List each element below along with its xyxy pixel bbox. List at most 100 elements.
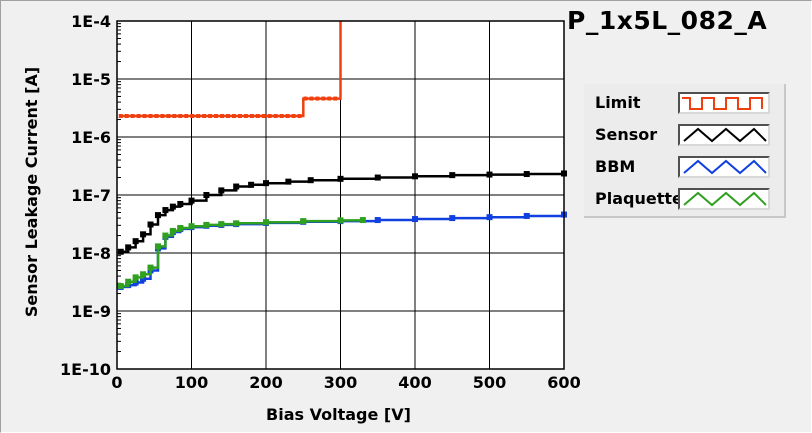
- data-point: [285, 114, 290, 119]
- y-tick-label: 1E-9: [71, 302, 111, 321]
- data-point: [117, 282, 124, 289]
- data-point: [226, 114, 231, 119]
- legend-swatch-graphic: [682, 97, 763, 110]
- legend-item-sensor[interactable]: Sensor: [584, 120, 784, 150]
- data-point: [132, 238, 139, 245]
- data-point: [140, 275, 147, 282]
- data-point: [154, 243, 161, 250]
- legend-label-bbm: BBM: [595, 157, 636, 176]
- data-point: [327, 96, 332, 101]
- data-point: [315, 96, 320, 101]
- data-point: [125, 244, 132, 251]
- legend-item-limit[interactable]: Limit: [584, 88, 784, 118]
- data-point: [169, 203, 176, 210]
- data-point: [374, 174, 381, 181]
- x-tick-label: 200: [249, 373, 282, 392]
- data-point: [218, 187, 225, 194]
- data-point: [243, 114, 248, 119]
- data-point: [231, 114, 236, 119]
- data-point: [208, 114, 213, 119]
- data-point: [321, 96, 326, 101]
- legend-swatch-bbm: [678, 156, 770, 178]
- data-point: [486, 214, 493, 221]
- legend-label-limit: Limit: [595, 93, 641, 112]
- data-point: [337, 217, 344, 224]
- data-point: [233, 220, 240, 227]
- legend-swatch-graphic: [683, 159, 767, 175]
- y-tick-label: 1E-10: [60, 360, 111, 379]
- chart-title: P_1x5L_082_A: [567, 6, 768, 35]
- series-plaquette: [117, 217, 366, 289]
- data-point: [160, 114, 165, 119]
- x-tick-label: 0: [111, 373, 122, 392]
- data-point: [255, 114, 260, 119]
- data-point: [148, 114, 153, 119]
- data-point: [140, 231, 147, 238]
- data-point: [117, 248, 124, 255]
- data-point: [523, 171, 530, 178]
- data-point: [140, 271, 147, 278]
- legend-swatch-line: [682, 97, 763, 110]
- data-point: [166, 114, 171, 119]
- data-point: [177, 224, 184, 231]
- data-point: [147, 264, 154, 271]
- x-tick-label: 600: [547, 373, 580, 392]
- legend-swatch-graphic: [683, 191, 767, 207]
- x-tick-label: 400: [398, 373, 431, 392]
- data-point: [218, 221, 225, 228]
- data-point: [184, 114, 189, 119]
- data-point: [196, 114, 201, 119]
- y-tick-label: 1E-8: [71, 244, 111, 263]
- data-point: [359, 217, 366, 224]
- data-point: [154, 114, 159, 119]
- legend-label-plaquette: Plaquette: [595, 189, 683, 208]
- x-axis-title: Bias Voltage [V]: [266, 405, 411, 424]
- data-point: [220, 114, 225, 119]
- legend-swatch-line: [683, 127, 767, 143]
- data-point: [523, 212, 530, 219]
- data-point: [249, 114, 254, 119]
- data-point: [449, 172, 456, 179]
- data-point: [248, 181, 255, 188]
- data-point: [303, 96, 308, 101]
- legend-label-sensor: Sensor: [595, 125, 658, 144]
- data-point: [233, 183, 240, 190]
- data-point: [273, 114, 278, 119]
- data-point: [124, 114, 129, 119]
- data-point: [300, 218, 307, 225]
- data-point: [203, 221, 210, 228]
- legend: Limit Sensor BBM Plaquette: [584, 84, 786, 218]
- data-point: [291, 114, 296, 119]
- x-tick-label: 100: [175, 373, 208, 392]
- y-tick-label: 1E-7: [71, 186, 111, 205]
- y-tick-label: 1E-6: [71, 128, 111, 147]
- data-point: [136, 114, 141, 119]
- data-point: [412, 216, 418, 223]
- data-point: [237, 114, 242, 119]
- data-point: [263, 219, 269, 226]
- series-line-sensor: [120, 172, 566, 254]
- data-point: [132, 274, 139, 281]
- series-sensor: [117, 170, 567, 255]
- data-point: [285, 178, 292, 185]
- data-point: [297, 114, 302, 119]
- data-point: [267, 114, 272, 119]
- legend-item-plaquette[interactable]: Plaquette: [584, 184, 784, 214]
- data-point: [162, 207, 169, 214]
- data-point: [154, 212, 161, 219]
- data-point: [188, 197, 195, 204]
- data-point: [203, 192, 210, 198]
- data-point: [118, 114, 123, 119]
- legend-swatch-plaquette: [678, 188, 770, 210]
- plot-border: [116, 20, 565, 370]
- data-point: [337, 175, 344, 182]
- data-point: [178, 114, 183, 119]
- data-point: [333, 96, 338, 101]
- data-point: [202, 114, 207, 119]
- legend-item-bbm[interactable]: BBM: [584, 152, 784, 182]
- y-tick-label: 1E-5: [71, 70, 111, 89]
- series-line-limit: [120, 21, 342, 118]
- data-point: [309, 96, 314, 101]
- data-point: [162, 232, 169, 239]
